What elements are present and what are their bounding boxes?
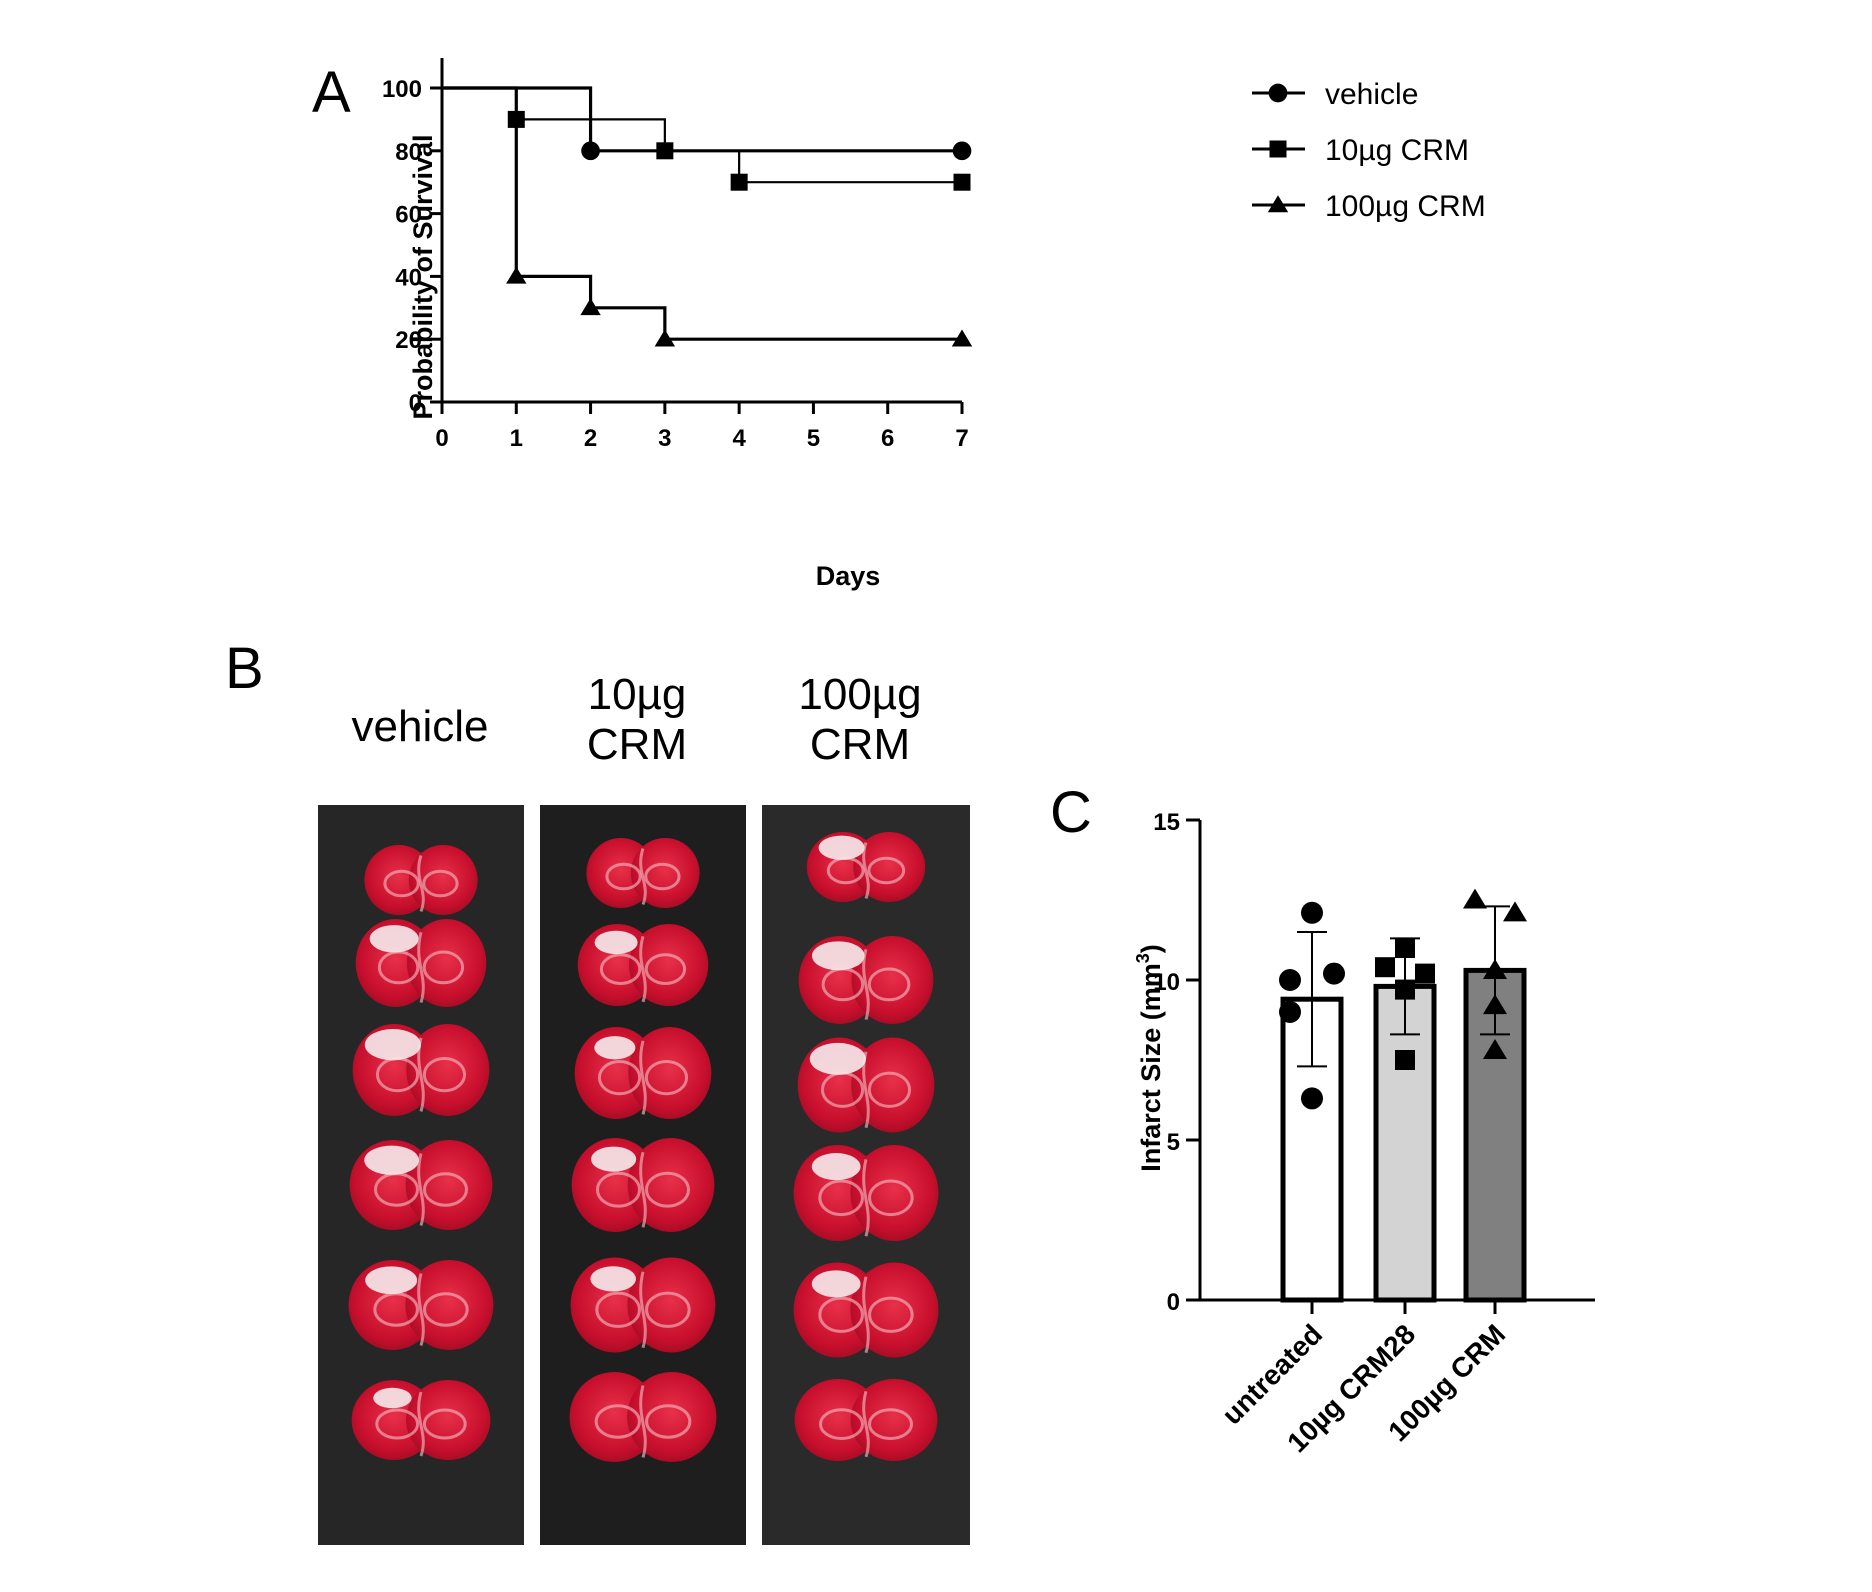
legend-label: 100µg CRM (1325, 190, 1486, 223)
brain-slice (348, 1260, 494, 1350)
survival-x-tick-label: 1 (510, 425, 523, 452)
legend-label: 10µg CRM (1325, 134, 1469, 167)
survival-curve-2 (442, 86, 962, 184)
survival-point (730, 173, 748, 191)
legend-marker (1269, 140, 1287, 158)
panel-b-letter: B (225, 636, 264, 701)
infarct-data-point (1395, 1050, 1415, 1070)
photo-strip-vehicle (318, 805, 524, 1545)
infarct-y-tick-label: 5 (1167, 1129, 1180, 1156)
survival-y-tick-label: 100 (382, 76, 422, 103)
survival-point (581, 141, 600, 161)
brain-slice (574, 1027, 712, 1119)
legend-label: vehicle (1325, 78, 1418, 111)
survival-x-tick-label: 2 (584, 425, 597, 452)
infarct-bar (1373, 983, 1437, 1303)
survival-y-tick-label: 40 (395, 264, 422, 291)
survival-point (506, 266, 527, 284)
brain-slice (797, 1037, 935, 1133)
survival-y-tick-label: 20 (395, 327, 422, 354)
infarct-data-point (1323, 962, 1345, 985)
infarct-data-point (1375, 957, 1395, 978)
survival-x-tick-label: 4 (732, 425, 746, 452)
legend-marker (1268, 83, 1288, 103)
column-label-10ug-crm: 10µg CRM (586, 670, 688, 769)
brain-slice (793, 1262, 939, 1358)
infarct-data-point (1279, 969, 1301, 991)
panel-c-letter: C (1050, 780, 1092, 845)
survival-point (951, 329, 973, 347)
brain-slice (569, 1372, 717, 1462)
survival-x-axis-title: Days (816, 561, 881, 591)
survival-x-tick-label: 5 (807, 425, 820, 452)
infarct-data-point (1395, 938, 1415, 958)
brain-slice (577, 924, 709, 1006)
panel-b: B vehicle 10µg CRM 100µg CRM (200, 640, 1000, 1570)
infarct-y-tick-label: 15 (1153, 809, 1180, 836)
survival-y-tick-label: 60 (395, 202, 422, 229)
brain-slice (349, 1140, 493, 1230)
survival-point (656, 142, 674, 160)
infarct-data-point (1483, 994, 1507, 1015)
survival-x-tick-label: 0 (435, 425, 448, 452)
infarct-data-point (1415, 963, 1435, 984)
survival-x-tick-label: 7 (955, 425, 968, 452)
brain-slice (571, 1138, 715, 1232)
infarct-y-axis-title: Infarct Size (mm3) (1133, 944, 1166, 1172)
legend-marker (1267, 195, 1289, 213)
survival-point (952, 141, 972, 161)
brain-slice (570, 1257, 716, 1353)
survival-y-tick-label: 80 (395, 139, 422, 166)
brain-slice (364, 845, 478, 915)
column-label-vehicle: vehicle (351, 702, 489, 751)
brain-slice (351, 1380, 491, 1460)
survival-y-tick-label: 0 (409, 390, 422, 417)
brain-slice (798, 936, 934, 1024)
infarct-data-point (1279, 1001, 1301, 1023)
brain-slice (794, 1379, 938, 1461)
brain-slice-photos (318, 805, 970, 1545)
infarct-data-point (1463, 888, 1487, 909)
infarct-data-point (1395, 979, 1415, 1000)
survival-x-tick-label: 3 (658, 425, 671, 452)
infarct-data-point (1483, 959, 1507, 979)
brain-slice (806, 832, 926, 902)
survival-point (580, 298, 601, 316)
infarct-data-point (1483, 1039, 1507, 1059)
brain-slice (586, 838, 700, 908)
survival-point (654, 329, 676, 347)
survival-point (953, 173, 971, 191)
infarct-y-tick-label: 10 (1153, 969, 1180, 996)
infarct-data-point (1503, 901, 1527, 922)
infarct-data-point (1301, 1087, 1323, 1110)
infarct-y-tick-label: 0 (1167, 1289, 1180, 1316)
column-label-100ug-crm: 100µg CRM (798, 670, 922, 769)
panel-a-letter: A (312, 60, 351, 125)
survival-x-tick-label: 6 (881, 425, 894, 452)
infarct-data-point (1301, 901, 1323, 924)
photo-strip-10ug-crm (540, 805, 746, 1545)
survival-chart: A 0 20 40 60 80 100 0 1 2 3 4 5 6 7 Days Probability … (312, 58, 1486, 591)
brain-slice (355, 919, 487, 1007)
brain-slice (793, 1145, 939, 1241)
brain-slice (352, 1024, 490, 1116)
survival-y-axis-title: Probability of Survival (408, 134, 438, 419)
photo-strip-100ug-crm (762, 805, 970, 1545)
